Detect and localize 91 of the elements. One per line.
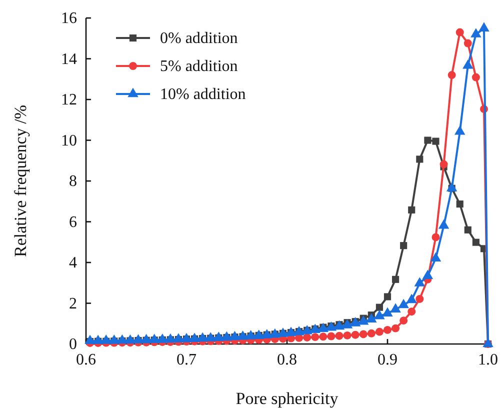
point <box>448 71 456 80</box>
point <box>165 333 176 343</box>
y-tick-label: 4 <box>69 254 77 272</box>
point <box>376 304 383 311</box>
point <box>408 308 416 316</box>
point <box>108 334 120 344</box>
y-tick-label: 16 <box>61 10 77 28</box>
point <box>424 136 432 144</box>
point <box>482 338 494 348</box>
point <box>343 331 352 340</box>
y-tick-label: 2 <box>69 295 77 312</box>
point <box>382 307 393 317</box>
point <box>408 206 416 214</box>
point <box>384 326 392 334</box>
point <box>400 242 408 250</box>
point <box>438 219 450 229</box>
point <box>359 330 368 338</box>
point <box>384 293 392 300</box>
point <box>374 310 385 320</box>
y-tick-label: 0 <box>69 336 77 354</box>
point <box>464 226 472 234</box>
point <box>286 326 296 336</box>
point <box>270 328 280 338</box>
x-tick-label: 0.6 <box>76 351 96 368</box>
point <box>92 334 104 344</box>
point <box>84 334 96 344</box>
point <box>197 332 208 342</box>
point <box>303 334 312 342</box>
point <box>157 334 168 343</box>
x-tick-label: 1.0 <box>478 351 498 368</box>
point <box>319 332 328 341</box>
point <box>375 328 384 336</box>
point <box>454 125 466 135</box>
point <box>416 156 424 163</box>
point <box>173 333 184 342</box>
point <box>440 160 448 168</box>
legend-label: 0% addition <box>160 30 238 47</box>
point <box>414 277 426 286</box>
point <box>430 252 442 262</box>
point <box>213 332 224 341</box>
point <box>392 276 400 283</box>
point <box>335 332 344 340</box>
point <box>294 326 304 336</box>
point <box>456 200 464 208</box>
point <box>390 303 401 312</box>
point <box>221 331 232 341</box>
y-tick-label: 10 <box>61 132 77 150</box>
x-axis-title: Pore sphericity <box>236 389 339 408</box>
y-tick-label: 14 <box>61 50 77 68</box>
point <box>446 182 458 192</box>
point <box>456 28 464 36</box>
point <box>462 59 474 69</box>
legend-label: 5% addition <box>160 58 238 75</box>
y-tick-label: 8 <box>69 173 77 190</box>
point <box>100 334 112 344</box>
point <box>472 73 480 82</box>
point <box>400 316 408 325</box>
y-axis-title: Relative frequency /% <box>11 105 30 257</box>
point <box>132 334 144 344</box>
y-tick-label: 6 <box>69 214 77 231</box>
point <box>422 270 434 280</box>
point <box>148 334 160 344</box>
point <box>358 315 369 325</box>
point <box>351 330 360 339</box>
point <box>116 334 128 344</box>
point <box>472 238 480 246</box>
point <box>367 329 376 338</box>
point <box>189 332 200 342</box>
x-tick-label: 0.8 <box>277 351 297 368</box>
point <box>229 330 240 340</box>
x-tick-label: 0.7 <box>176 351 196 368</box>
point <box>464 39 472 48</box>
point <box>392 324 400 332</box>
point <box>237 330 248 340</box>
x-tick-label: 0.9 <box>378 351 398 368</box>
point <box>478 22 490 32</box>
point <box>205 332 216 342</box>
point <box>416 294 424 303</box>
point <box>124 334 136 344</box>
point <box>470 28 482 38</box>
point <box>406 294 417 304</box>
point <box>327 332 336 340</box>
legend-label: 10% addition <box>160 86 246 103</box>
point <box>245 330 256 340</box>
point <box>311 333 320 342</box>
y-tick-label: 12 <box>61 92 77 109</box>
point <box>181 332 192 342</box>
point <box>432 138 440 145</box>
point <box>366 313 377 322</box>
point <box>432 233 440 242</box>
point <box>398 298 409 308</box>
